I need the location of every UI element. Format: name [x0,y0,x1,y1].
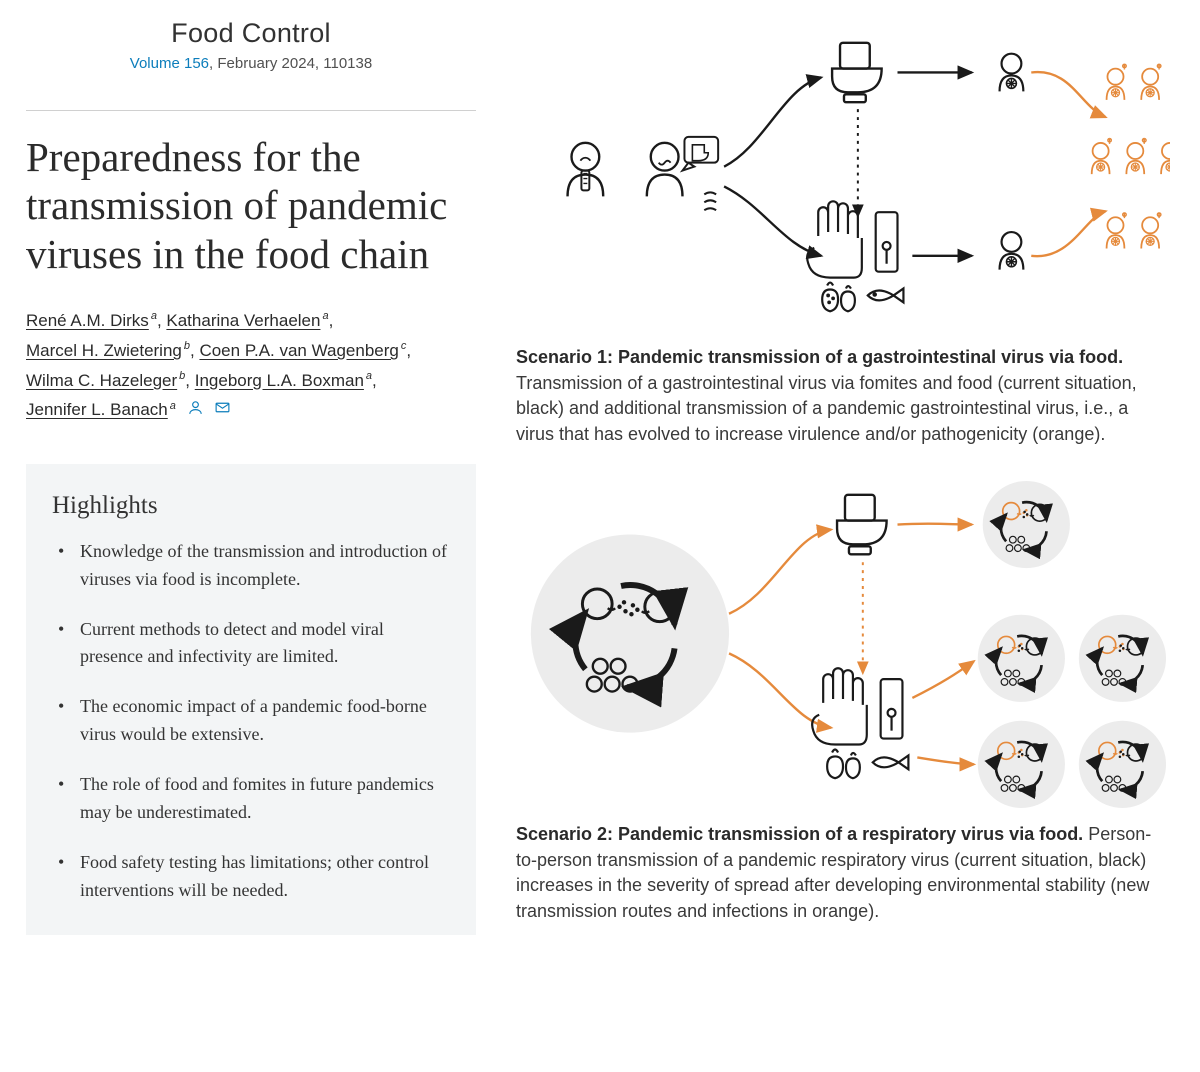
mail-icon[interactable] [214,396,231,426]
highlight-item: Food safety testing has limitations; oth… [52,849,450,905]
journal-header: Food Control Volume 156, February 2024, … [26,18,476,80]
author-affiliation: c [399,340,407,352]
highlights-list: Knowledge of the transmission and introd… [52,538,450,905]
author-list: René A.M. Dirksa, Katharina Verhaelena, … [26,306,476,426]
scenario-2-diagram [516,475,1170,812]
scenario-2-caption: Scenario 2: Pandemic transmission of a r… [516,822,1170,924]
author-link[interactable]: Katharina Verhaelen [166,311,320,330]
journal-issue-date: February 2024, 110138 [217,55,372,72]
author-affiliation: b [182,340,190,352]
caption-lead: Scenario 2: Pandemic transmission of a r… [516,824,1083,844]
highlights-box: Highlights Knowledge of the transmission… [26,464,476,935]
author-link[interactable]: Coen P.A. van Wagenberg [199,341,398,360]
author-link[interactable]: Wilma C. Hazeleger [26,371,177,390]
caption-body: Transmission of a gastrointestinal virus… [516,373,1137,444]
author-affiliation: a [364,370,372,382]
author-affiliation: b [177,370,185,382]
caption-lead: Scenario 1: Pandemic transmission of a g… [516,347,1123,367]
person-icon[interactable] [187,396,204,426]
highlight-item: The economic impact of a pandemic food-b… [52,693,450,749]
highlight-item: Knowledge of the transmission and introd… [52,538,450,594]
highlight-item: The role of food and fomites in future p… [52,771,450,827]
author-affiliation: a [168,400,176,412]
article-title: Preparedness for the transmission of pan… [26,133,476,278]
figure-scenario-1: Scenario 1: Pandemic transmission of a g… [516,18,1170,447]
author-link[interactable]: René A.M. Dirks [26,311,149,330]
scenario-1-caption: Scenario 1: Pandemic transmission of a g… [516,345,1170,447]
author-link[interactable]: Ingeborg L.A. Boxman [195,371,364,390]
author-affiliation: a [320,310,328,322]
author-link[interactable]: Marcel H. Zwietering [26,341,182,360]
scenario-1-diagram [516,18,1170,335]
journal-volume-link[interactable]: Volume 156 [130,55,209,72]
highlight-item: Current methods to detect and model vira… [52,616,450,672]
author-affiliation: a [149,310,157,322]
author-link[interactable]: Jennifer L. Banach [26,400,168,419]
highlights-heading: Highlights [52,492,450,520]
figure-scenario-2: Scenario 2: Pandemic transmission of a r… [516,475,1170,924]
journal-meta: Volume 156, February 2024, 110138 [26,55,476,72]
journal-title: Food Control [26,18,476,49]
header-divider [26,110,476,111]
